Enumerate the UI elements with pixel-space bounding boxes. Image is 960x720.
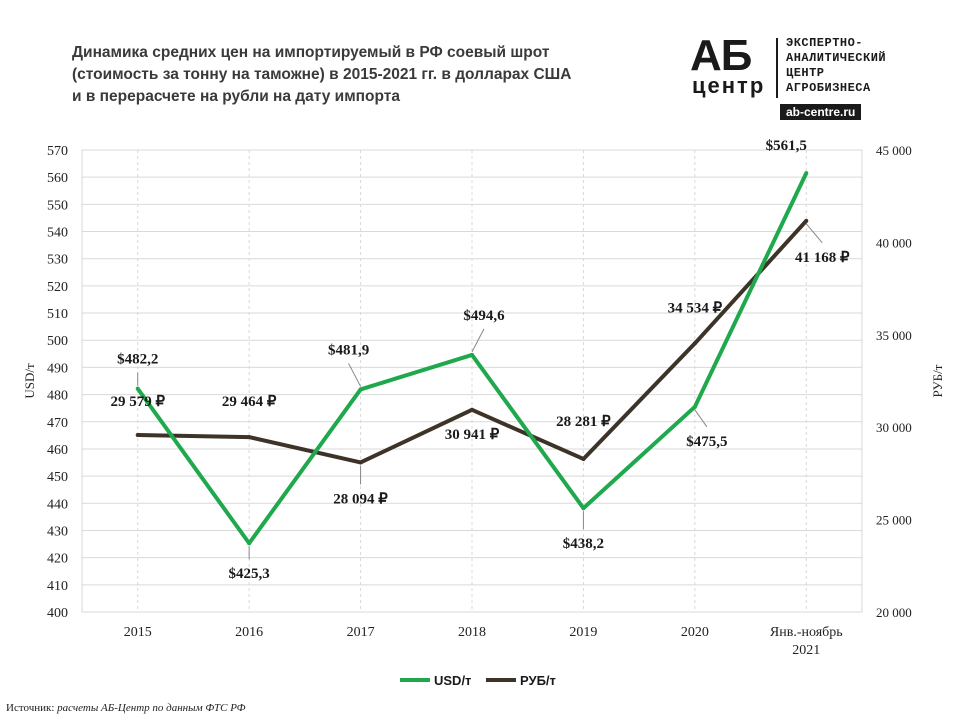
logo-text-line-2: АНАЛИТИЧЕСКИЙ <box>786 51 887 65</box>
data-point-usd <box>135 386 140 391</box>
legend-label-rub: РУБ/т <box>520 673 556 688</box>
x-tick-label: 2021 <box>792 643 820 658</box>
y-tick-right: 40 000 <box>876 235 912 250</box>
data-point-usd <box>358 387 363 392</box>
data-label-rub: 29 579 ₽ <box>110 394 165 410</box>
ab-centre-logo: АБ центр ЭКСПЕРТНО- АНАЛИТИЧЕСКИЙ ЦЕНТР … <box>690 34 950 126</box>
data-label-usd: $481,9 <box>328 342 369 358</box>
x-tick-label: Янв.-ноябрь <box>770 625 843 640</box>
data-label-rub: 34 534 ₽ <box>668 300 723 316</box>
chart-title-line-3: и в перерасчете на рубли на дату импорта <box>72 88 400 105</box>
y-tick-left: 420 <box>47 552 68 567</box>
data-label-rub: 41 168 ₽ <box>795 250 850 266</box>
y-axis-title-left: USD/т <box>22 363 37 399</box>
data-point-usd <box>804 171 809 176</box>
y-tick-right: 25 000 <box>876 513 912 528</box>
x-tick-label: 2017 <box>347 625 375 640</box>
y-tick-left: 410 <box>47 579 68 594</box>
data-point-rub <box>135 432 140 437</box>
x-tick-label: 2016 <box>235 625 263 640</box>
y-tick-left: 490 <box>47 361 68 376</box>
data-point-usd <box>247 541 252 546</box>
x-tick-label: 2020 <box>681 625 709 640</box>
legend-label-usd: USD/т <box>434 673 471 688</box>
data-label-usd: $475,5 <box>686 434 727 450</box>
y-tick-right: 35 000 <box>876 328 912 343</box>
y-tick-left: 550 <box>47 198 68 213</box>
y-tick-right: 20 000 <box>876 605 912 620</box>
y-tick-left: 520 <box>47 280 68 295</box>
y-tick-left: 510 <box>47 307 68 322</box>
data-point-rub <box>358 460 363 465</box>
logo-text: ЭКСПЕРТНО- АНАЛИТИЧЕСКИЙ ЦЕНТР АГРОБИЗНЕ… <box>786 36 886 96</box>
chart-title: Динамика средних цен на импортируемый в … <box>72 42 632 108</box>
data-point-rub <box>470 407 474 412</box>
y-tick-left: 480 <box>47 389 68 404</box>
data-label-rub: 28 281 ₽ <box>556 414 611 430</box>
y-tick-left: 530 <box>47 253 68 268</box>
leader-line-usd <box>471 328 485 353</box>
y-tick-left: 560 <box>47 171 68 186</box>
x-tick-label: 2018 <box>458 625 486 640</box>
x-tick-label: 2015 <box>124 625 152 640</box>
leader-line-rub <box>805 223 823 244</box>
x-tick-label: 2019 <box>569 625 597 640</box>
y-tick-left: 500 <box>47 334 68 349</box>
y-tick-left: 460 <box>47 443 68 458</box>
y-tick-left: 440 <box>47 497 68 512</box>
y-tick-left: 430 <box>47 524 68 539</box>
data-point-rub <box>581 456 586 461</box>
leader-line-usd <box>694 409 708 428</box>
source-label: Источник: <box>6 702 55 714</box>
data-label-usd: $561,5 <box>766 138 807 154</box>
data-point-usd <box>692 404 697 409</box>
y-tick-left: 570 <box>47 144 68 159</box>
logo-mark-bottom: центр <box>692 73 766 98</box>
logo-text-line-4: АГРОБИЗНЕСА <box>786 81 871 95</box>
data-point-rub <box>247 435 252 440</box>
data-label-usd: $425,3 <box>229 566 270 582</box>
data-label-rub: 29 464 ₽ <box>222 394 277 410</box>
data-point-usd <box>470 352 474 357</box>
data-label-rub: 28 094 ₽ <box>333 491 388 507</box>
logo-url: ab-centre.ru <box>780 104 862 120</box>
data-point-rub <box>804 218 809 223</box>
data-point-usd <box>581 506 586 511</box>
leader-line-usd <box>348 363 362 387</box>
y-axis-title-right: РУБ/т <box>930 364 945 397</box>
chart-title-line-2: (стоимость за тонну на таможне) в 2015-2… <box>72 66 572 83</box>
data-label-rub: 30 941 ₽ <box>445 427 500 443</box>
y-tick-left: 470 <box>47 416 68 431</box>
logo-text-line-1: ЭКСПЕРТНО- <box>786 36 864 50</box>
y-tick-left: 540 <box>47 226 68 241</box>
chart-title-line-1: Динамика средних цен на импортируемый в … <box>72 44 550 61</box>
data-label-usd: $438,2 <box>563 536 604 552</box>
source-text: расчеты АБ-Центр по данным ФТС РФ <box>57 702 246 714</box>
y-tick-right: 45 000 <box>876 143 912 158</box>
logo-mark-top: АБ <box>690 31 752 80</box>
plot-area <box>81 149 863 613</box>
data-label-usd: $482,2 <box>117 352 158 368</box>
y-tick-right: 30 000 <box>876 420 912 435</box>
data-point-rub <box>692 341 697 346</box>
data-label-usd: $494,6 <box>463 308 505 324</box>
y-tick-left: 450 <box>47 470 68 485</box>
logo-text-line-3: ЦЕНТР <box>786 66 825 80</box>
source-note: Источник: расчеты АБ-Центр по данным ФТС… <box>6 702 246 714</box>
logo-separator <box>776 38 778 98</box>
y-tick-left: 400 <box>47 606 68 621</box>
